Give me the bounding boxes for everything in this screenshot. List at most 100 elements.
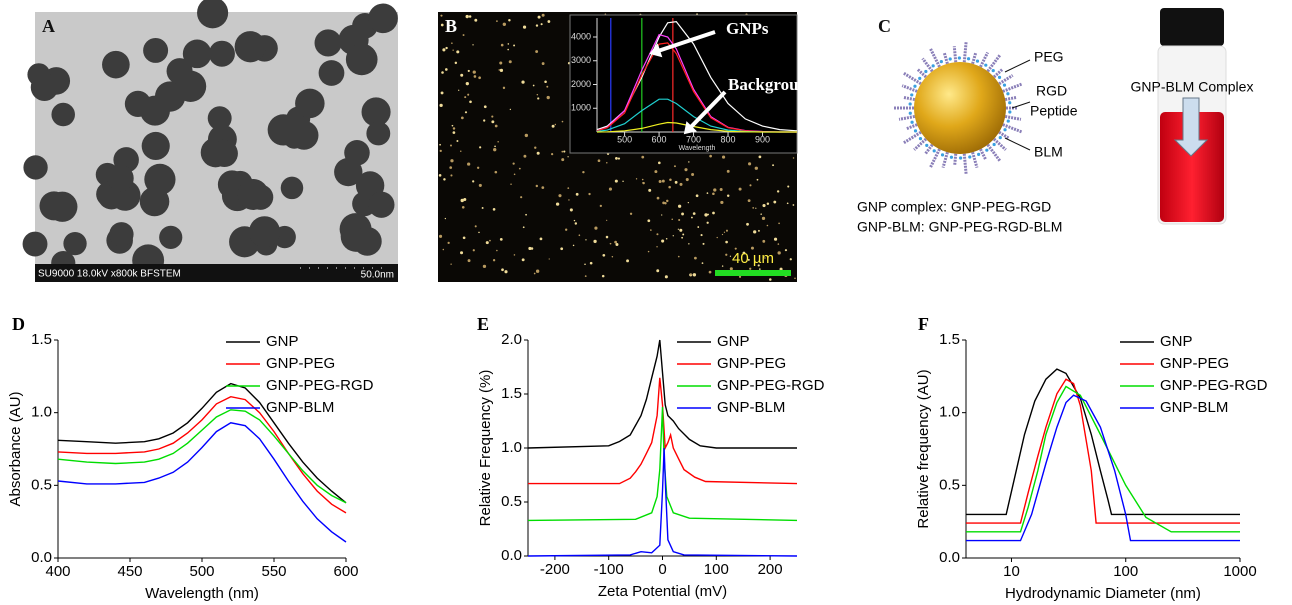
particle [368, 191, 395, 218]
part-label: RGD [1036, 83, 1067, 99]
particle [762, 239, 766, 243]
particle [608, 187, 612, 191]
peg-chain [941, 151, 949, 169]
particle [361, 97, 391, 127]
x-tick-label: 900 [755, 134, 770, 144]
particle [461, 205, 465, 209]
particle [481, 206, 484, 209]
y-axis-label: Relative Frequency (%) [477, 370, 494, 527]
particle [584, 275, 587, 278]
particle [462, 236, 466, 240]
y-tick-label: 0.0 [939, 549, 960, 566]
particle [51, 102, 75, 127]
particle [690, 273, 693, 276]
particle [777, 251, 781, 255]
particle [464, 96, 467, 99]
rgd-peptide [932, 149, 936, 153]
particle [760, 213, 762, 215]
particle [493, 148, 497, 152]
series-line [596, 121, 797, 133]
particle [499, 61, 503, 65]
peg-chain [898, 114, 916, 121]
x-tick-label: 400 [45, 563, 70, 580]
particle [575, 192, 579, 196]
particle [465, 14, 469, 19]
particle [352, 226, 382, 256]
particle [701, 262, 704, 264]
x-tick-label: 600 [652, 134, 667, 144]
particle [647, 250, 650, 253]
particle [467, 93, 470, 96]
particle [492, 208, 496, 211]
particle [536, 151, 540, 155]
rgd-peptide [1002, 83, 1007, 87]
peg-chain [998, 74, 1014, 86]
particle [472, 180, 475, 183]
particle [489, 239, 491, 242]
legend-label: GNP [717, 333, 750, 350]
peg-chain [953, 153, 958, 166]
particle [601, 274, 605, 278]
particle [669, 178, 672, 182]
particle [467, 162, 471, 166]
particle [460, 73, 464, 77]
particle [295, 88, 325, 119]
particle [476, 166, 480, 169]
particle [535, 269, 540, 273]
particle [721, 265, 724, 267]
particle [439, 103, 443, 108]
x-tick-label: 0 [658, 561, 666, 578]
particle [102, 50, 130, 79]
particle [539, 237, 543, 241]
particle [465, 82, 469, 86]
particle [345, 43, 378, 76]
particle [569, 208, 573, 212]
particle [588, 192, 591, 196]
particle [507, 48, 509, 51]
particle [478, 76, 481, 80]
vial-label: GNP-BLM Complex [1131, 79, 1254, 95]
particle [513, 173, 516, 176]
particle [614, 240, 617, 244]
x-tick-label: 200 [758, 561, 783, 578]
particle [712, 192, 715, 196]
particle [749, 267, 752, 270]
series-line [57, 395, 347, 514]
annotation-arrow [686, 90, 727, 132]
particle [656, 246, 658, 248]
particle [748, 162, 752, 166]
particle [789, 258, 792, 261]
peg-chain [992, 67, 1004, 79]
peg-chain [916, 67, 928, 79]
particle [786, 202, 789, 205]
rgd-peptide [1006, 92, 1010, 96]
particle [460, 150, 462, 152]
particle [622, 180, 624, 183]
particle [726, 169, 730, 173]
particle [665, 237, 668, 240]
y-tick-label: 0.0 [31, 549, 52, 566]
particle [210, 139, 238, 168]
particle [761, 216, 766, 221]
peg-chain [998, 130, 1011, 140]
particle [472, 44, 474, 46]
particle [439, 234, 443, 238]
particle [528, 246, 532, 251]
particle [207, 106, 232, 131]
rgd-peptide [992, 142, 996, 147]
particle [283, 126, 306, 149]
peg-chain [952, 46, 958, 63]
particle [584, 263, 586, 266]
peg-chain [971, 151, 979, 169]
particle [22, 231, 48, 257]
particle [548, 258, 550, 260]
rgd-peptide [966, 57, 971, 61]
particle [479, 146, 482, 149]
particle [458, 89, 460, 91]
part-label: Peptide [1030, 103, 1078, 119]
y-tick-label: 0.5 [501, 493, 522, 510]
particle [536, 93, 539, 96]
particle [602, 253, 606, 257]
particle [532, 84, 535, 87]
particle [615, 156, 618, 160]
